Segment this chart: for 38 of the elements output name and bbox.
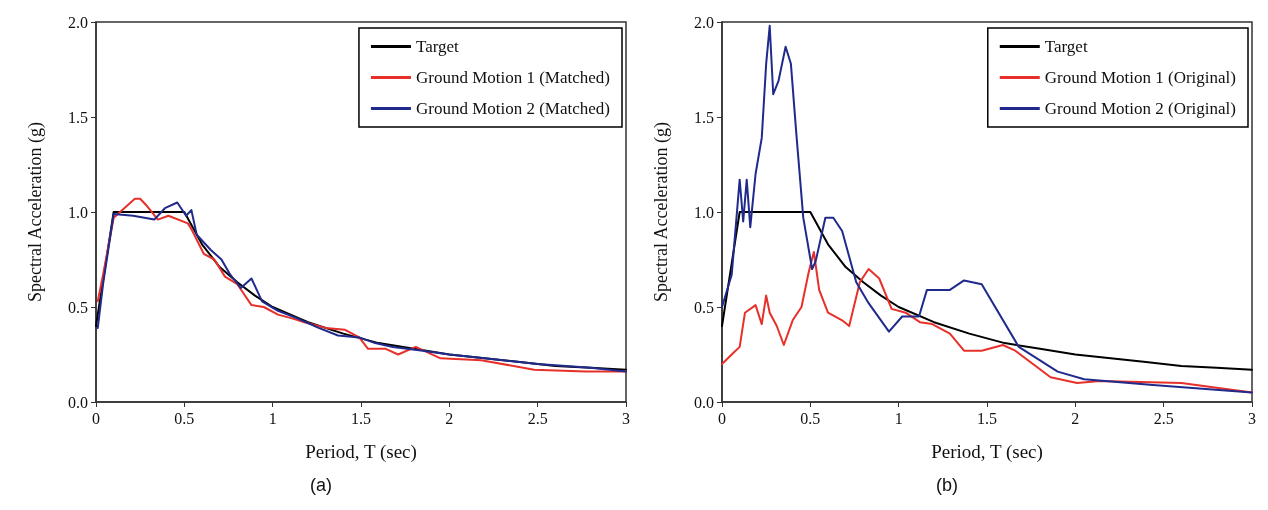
legend-label: Ground Motion 2 (Matched) [415, 99, 611, 118]
x-tick-label: 2 [445, 409, 454, 427]
x-tick-label: 2.5 [1153, 409, 1174, 427]
x-tick-label: 1 [268, 409, 277, 427]
y-tick-label: 1.0 [68, 203, 88, 221]
x-tick-label: 2 [1071, 409, 1080, 427]
legend-label: Target [1044, 37, 1088, 56]
x-tick-label: 3 [622, 409, 630, 427]
x-tick-label: 0.5 [174, 409, 195, 427]
x-axis-title: Period, T (sec) [931, 441, 1043, 463]
y-tick-label: 0.0 [694, 393, 714, 411]
text: (b) [936, 475, 958, 495]
y-tick-label: 1.5 [694, 108, 714, 126]
legend-label: Ground Motion 2 (Original) [1044, 99, 1237, 118]
x-axis-title: Period, T (sec) [305, 441, 417, 463]
line-series [721, 24, 1253, 394]
y-tick-label: 0.0 [68, 393, 88, 411]
y-axis-title: Spectral Acceleration (g) [25, 122, 46, 302]
x-tick-label: 1 [894, 409, 903, 427]
y-tick-label: 0.5 [694, 298, 714, 316]
x-tick-label: 0 [718, 409, 726, 427]
y-tick-label: 2.0 [694, 13, 714, 31]
x-tick-label: 0 [92, 409, 100, 427]
y-tick-label: 1.0 [694, 203, 714, 221]
x-tick-label: 1.5 [977, 409, 997, 427]
x-tick-label: 0.5 [800, 409, 821, 427]
legend-label: Target [415, 37, 460, 56]
y-axis-title: Spectral Acceleration (g) [651, 122, 672, 302]
y-tick-label: 2.0 [68, 13, 88, 31]
y-tick-label: 1.5 [68, 108, 88, 126]
legend-label: Ground Motion 1 (Original) [1044, 68, 1237, 87]
x-tick-label: 3 [1248, 409, 1256, 427]
line-series [721, 211, 1253, 371]
x-tick-label: 1.5 [351, 409, 371, 427]
x-tick-label: 2.5 [527, 409, 548, 427]
text: (a) [310, 475, 332, 495]
y-tick-label: 0.5 [68, 298, 88, 316]
legend-label: Ground Motion 1 (Matched) [415, 68, 611, 87]
